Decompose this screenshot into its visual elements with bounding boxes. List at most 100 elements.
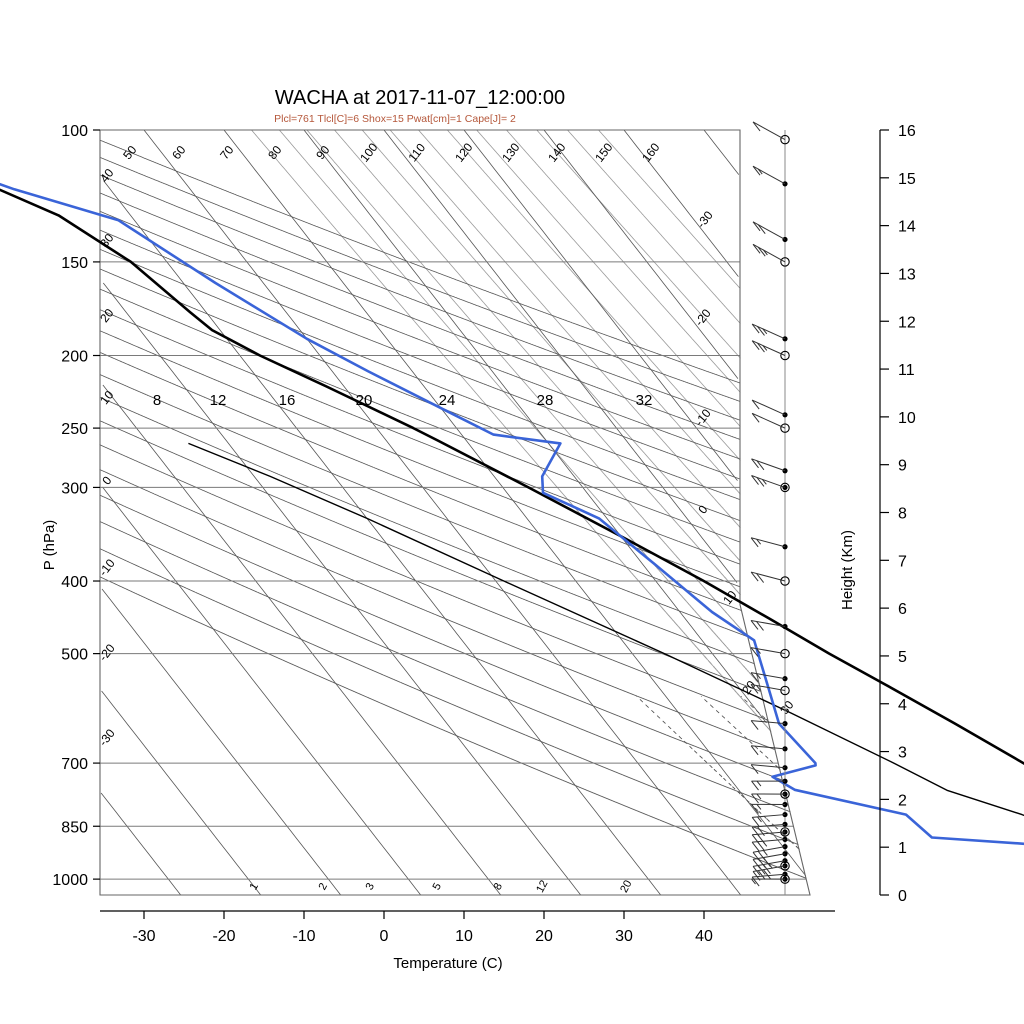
wind-level-dot [782, 721, 788, 727]
wind-barb [751, 340, 786, 356]
height-tick-label: 3 [898, 745, 907, 762]
grid-label: 1 [248, 881, 261, 892]
wind-barb [752, 221, 786, 240]
wind-barb [750, 745, 786, 756]
moist-adiabat-label: 16 [279, 392, 296, 409]
wind-level-circle [780, 134, 790, 145]
moist-adiabat-labels: 8 12 16 20 24 28 32 [153, 392, 653, 409]
grid-label: 5 [431, 881, 444, 892]
plot-frame [99, 129, 811, 896]
wind-barb-column [750, 121, 790, 895]
wind-barb [751, 780, 786, 791]
y-axis-label: P (hPa) [41, 520, 58, 571]
moist-adiabat-grid [251, 129, 772, 732]
height-tick-label: 13 [898, 266, 916, 283]
pressure-tick-label: 400 [61, 574, 88, 591]
wind-barb [752, 165, 786, 185]
temperature-tick-label: -20 [212, 928, 235, 945]
wind-barb [752, 846, 786, 862]
wind-barb [751, 803, 786, 814]
height-tick-label: 8 [898, 506, 907, 523]
grid-label: 12 [534, 878, 550, 894]
grid-label: 3 [364, 881, 377, 892]
pressure-tick-label: 500 [61, 647, 88, 664]
temperature-tick-label: 0 [380, 928, 389, 945]
temperature-tick-label: 30 [615, 928, 633, 945]
wind-level-circle [780, 685, 790, 696]
grid-label: 2 [317, 881, 330, 892]
x-axis-label: Temperature (C) [393, 955, 502, 972]
wind-barb [751, 458, 786, 472]
grid-label: 8 [492, 881, 505, 892]
isotherm-grid [100, 129, 807, 896]
grid-label: -20 [96, 641, 118, 664]
wind-level-circle [780, 482, 790, 493]
pressure-tick-label: 700 [61, 756, 88, 773]
grid-label: 80 [265, 143, 284, 162]
temperature-axis: -30 -20 -10 0 10 20 30 40 [100, 910, 835, 945]
temperature-tick-label: -10 [292, 928, 315, 945]
grid-label: 160 [639, 140, 663, 165]
wind-barb [750, 683, 786, 694]
pressure-tick-label: 200 [61, 349, 88, 366]
pressure-tick-label: 100 [61, 123, 88, 140]
pressure-tick-label: 1000 [52, 872, 88, 889]
mixing-ratio-labels: 1 2 3 5 8 12 20 [248, 878, 635, 894]
wind-level-circle [780, 257, 790, 267]
grid-label: 60 [169, 143, 188, 162]
wind-barb [751, 823, 786, 837]
height-tick-label: 16 [898, 123, 916, 140]
height-tick-label: 5 [898, 649, 907, 666]
height-tick-label: 10 [898, 410, 916, 427]
moist-adiabat-label: 20 [356, 392, 373, 409]
pressure-tick-label: 150 [61, 255, 88, 272]
grid-label: -30 [694, 208, 716, 231]
wind-barb [752, 121, 786, 141]
wind-level-circle [780, 576, 790, 586]
wind-level-circle [780, 648, 790, 659]
wind-level-dot [782, 876, 788, 882]
moist-adiabat-label: 12 [210, 392, 227, 409]
wind-level-dot [782, 746, 788, 752]
grid-label: -30 [96, 726, 118, 749]
wind-barb [751, 814, 786, 827]
wind-barb [750, 720, 786, 730]
temperature-tick-label: 40 [695, 928, 713, 945]
wind-barb [750, 672, 786, 682]
parcel-trace [188, 442, 1024, 817]
grid-label: 110 [405, 140, 428, 164]
height-tick-label: 2 [898, 792, 907, 809]
grid-label: 20 [739, 678, 758, 697]
moist-adiabat-label: 28 [537, 392, 554, 409]
height-tick-label: 12 [898, 314, 916, 331]
wind-barb [750, 537, 786, 548]
sounding-indices-subtitle: Plcl=761 Tlcl[C]=6 Shox=15 Pwat[cm]=1 Ca… [274, 113, 516, 125]
temperature-trace [0, 188, 1024, 765]
wind-barb [750, 647, 786, 657]
grid-label: 100 [357, 140, 381, 165]
pressure-axis: 100 150 200 250 300 400 500 700 850 1000 [52, 123, 100, 889]
wind-level-circle [780, 423, 790, 433]
height-tick-label: 0 [898, 888, 907, 905]
y2-axis-label: Height (Km) [839, 530, 856, 610]
wind-level-circle [780, 350, 790, 361]
grid-label: 70 [217, 143, 236, 162]
height-tick-label: 9 [898, 458, 907, 475]
wind-barb [751, 399, 786, 416]
wind-barb [751, 878, 786, 885]
height-tick-label: 11 [898, 362, 915, 379]
wind-barb [750, 571, 786, 583]
temperature-tick-label: 20 [535, 928, 553, 945]
sounding-traces [0, 182, 1024, 846]
pressure-tick-label: 300 [61, 480, 88, 497]
temperature-tick-label: 10 [455, 928, 473, 945]
pressure-tick-label: 250 [61, 421, 88, 438]
wind-barb [752, 243, 786, 263]
wind-level-dot [782, 676, 788, 682]
grid-label: 150 [592, 140, 616, 165]
wind-barb [751, 323, 786, 340]
